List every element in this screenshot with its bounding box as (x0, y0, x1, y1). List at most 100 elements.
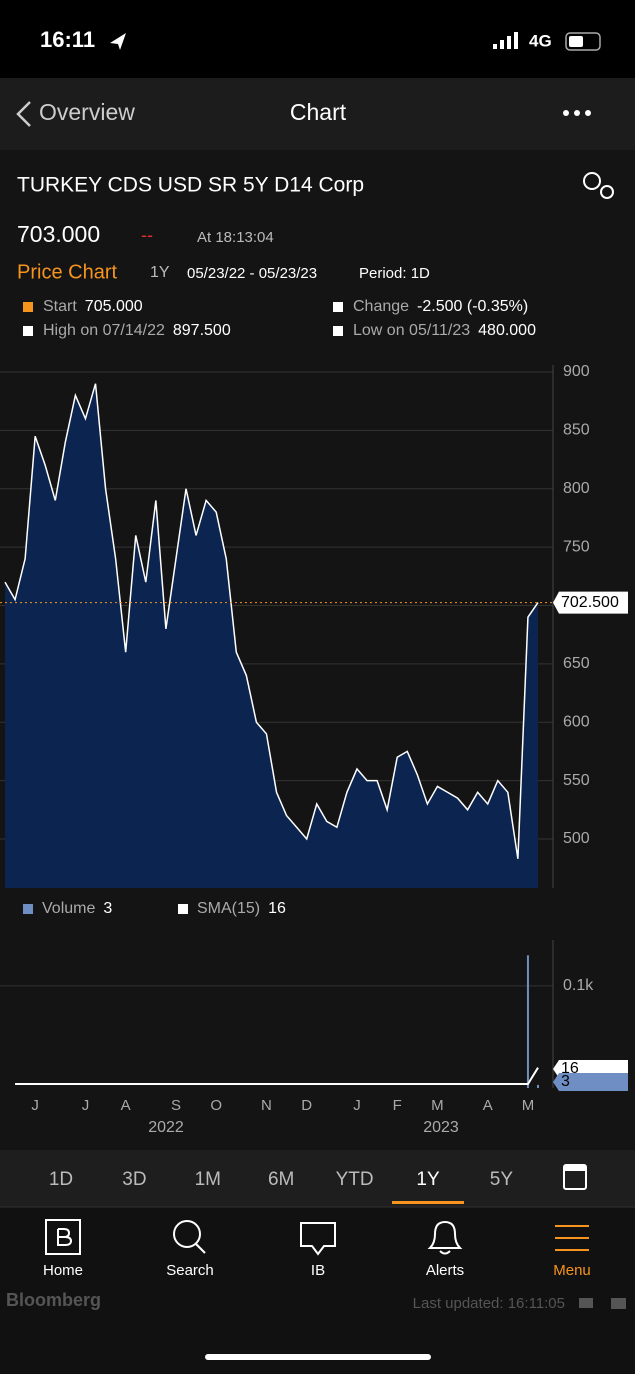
stat-value: 705.000 (85, 298, 143, 315)
stat-label: Start (43, 298, 77, 315)
tab-label[interactable]: Search (166, 1262, 214, 1279)
more-button[interactable] (563, 110, 591, 116)
home-indicator (205, 1354, 431, 1360)
y-tick-label: 550 (563, 772, 590, 789)
network: 4G (529, 31, 552, 50)
x-tick-label: O (210, 1097, 222, 1114)
value-flag (553, 1073, 628, 1091)
x-tick-label: F (393, 1097, 402, 1114)
price: 703.000 (17, 221, 100, 247)
time-bar (0, 1150, 635, 1207)
range: 1Y (150, 264, 170, 281)
area (5, 383, 538, 888)
y-tick-label: 650 (563, 655, 590, 672)
time-button[interactable]: 1M (195, 1169, 221, 1190)
stat-label: Low on 05/11/23 (353, 322, 470, 339)
y-tick-label: 900 (563, 363, 590, 380)
time: At 18:13:04 (197, 229, 274, 246)
legend-value: 16 (268, 900, 286, 917)
stat-marker (23, 302, 33, 312)
y-tick-label: 850 (563, 422, 590, 439)
value-flag-label: 16 (561, 1060, 579, 1077)
tab-label[interactable]: Home (43, 1262, 83, 1279)
home-icon-b (57, 1228, 73, 1246)
x-tick-label: A (483, 1097, 493, 1114)
y-tick-label: 600 (563, 713, 590, 730)
nav-title: Chart (290, 99, 347, 125)
y-tick-label: 500 (563, 830, 590, 847)
change: -- (141, 225, 153, 245)
location-icon (110, 33, 126, 50)
legend-label: SMA(15) (197, 900, 260, 917)
sma-line (15, 1067, 539, 1085)
x-tick-label: J (82, 1097, 90, 1114)
battery-level (569, 36, 583, 47)
stat-label: Change (353, 298, 409, 315)
ib-icon (300, 1222, 336, 1256)
signal-icon (493, 32, 518, 49)
search-icon (173, 1220, 201, 1248)
time-button[interactable]: 5Y (490, 1169, 514, 1190)
x-tick-label: J (31, 1097, 39, 1114)
stat-value: 897.500 (173, 322, 231, 339)
stat-value: -2.500 (-0.35%) (417, 298, 528, 315)
year-label: 2023 (423, 1119, 459, 1136)
y-tick-label: 750 (563, 538, 590, 555)
x-tick-label: M (522, 1097, 535, 1114)
stat-marker (333, 326, 343, 336)
calendar-top (564, 1165, 586, 1171)
legend-marker (23, 904, 33, 914)
marker-label: 702.500 (561, 594, 619, 611)
tab-label[interactable]: Menu (553, 1262, 591, 1279)
back-button[interactable]: Overview (39, 99, 135, 125)
volume-bar (526, 955, 529, 1088)
last-updated: Last updated: 16:11:05 (413, 1295, 565, 1312)
x-tick-label: S (171, 1097, 181, 1114)
stat-marker (23, 326, 33, 336)
x-tick-label: D (301, 1097, 312, 1114)
home-icon (45, 1219, 81, 1255)
stat-value: 480.000 (478, 322, 536, 339)
x-tick-label: M (431, 1097, 444, 1114)
mail-icon[interactable] (611, 1298, 626, 1309)
tab-bar (0, 1207, 635, 1374)
year-label: 2022 (148, 1119, 184, 1136)
time-button[interactable]: 1D (49, 1169, 73, 1190)
time-button[interactable]: YTD (336, 1169, 374, 1190)
x-tick-label: J (353, 1097, 361, 1114)
volume-bar (537, 1084, 539, 1088)
dates: 05/23/22 - 05/23/23 (187, 265, 317, 282)
line (4, 383, 539, 859)
time-button[interactable]: 1Y (416, 1169, 440, 1190)
tab-label[interactable]: IB (311, 1262, 325, 1279)
selected-indicator (392, 1201, 464, 1204)
y-tick-label: 0.1k (563, 977, 594, 994)
chart-title: Price Chart (17, 261, 117, 283)
chat-icon[interactable] (579, 1298, 593, 1308)
stat-marker (333, 302, 343, 312)
alerts-icon (427, 1220, 463, 1255)
back-icon[interactable] (16, 101, 31, 127)
period: Period: 1D (359, 265, 430, 282)
battery (565, 32, 601, 51)
legend-marker (178, 904, 188, 914)
legend-label: Volume (42, 900, 95, 917)
x-tick-label: N (261, 1097, 272, 1114)
nav-bar (0, 78, 635, 150)
brand: Bloomberg (6, 1290, 101, 1310)
time-button[interactable]: 3D (122, 1169, 146, 1190)
x-tick-label: A (121, 1097, 131, 1114)
tab-label[interactable]: Alerts (426, 1262, 464, 1279)
legend-value: 3 (103, 900, 112, 917)
settings-button[interactable] (583, 172, 614, 199)
time-button[interactable]: 6M (268, 1169, 294, 1190)
search-handle (195, 1243, 206, 1254)
clock: 16:11 (40, 27, 95, 52)
marker-flag (553, 591, 628, 614)
y-tick-label: 800 (563, 480, 590, 497)
value-flag-label: 3 (561, 1073, 570, 1090)
stat-label: High on 07/14/22 (43, 322, 165, 339)
security-name: TURKEY CDS USD SR 5Y D14 Corp (17, 174, 364, 197)
